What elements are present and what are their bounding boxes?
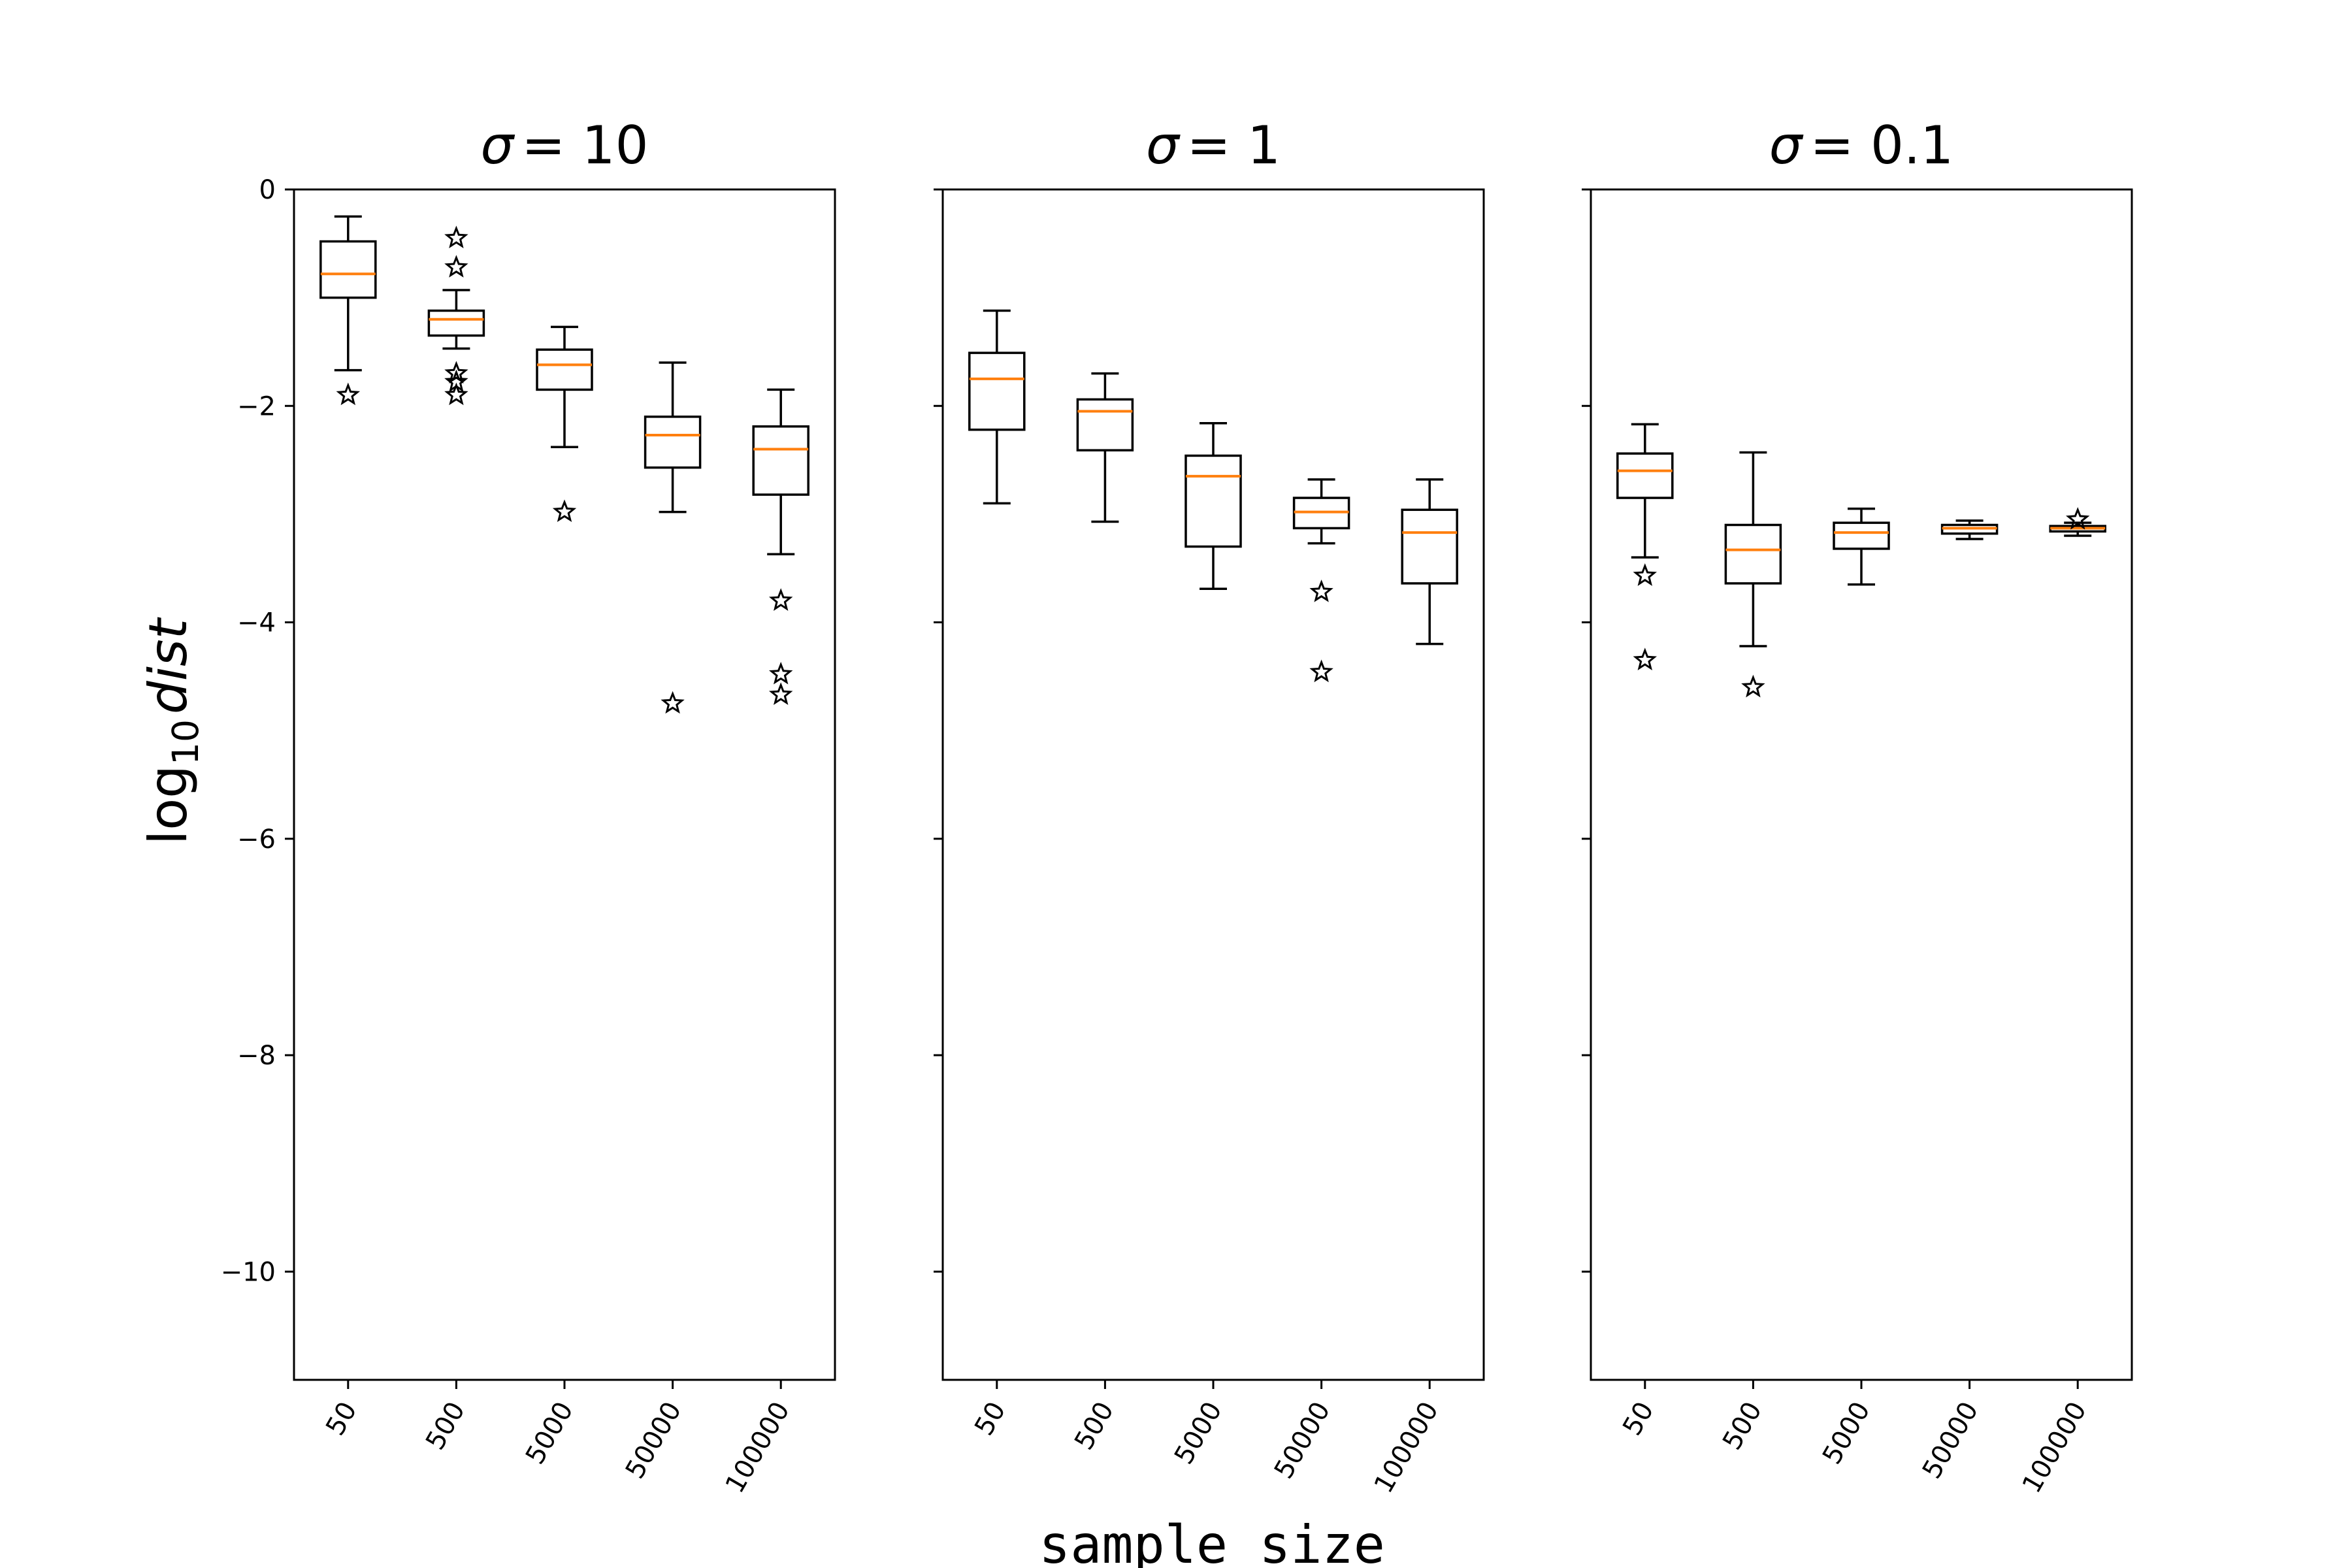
- box-5000: 5000: [1169, 422, 1242, 1469]
- box-50000: 50000: [1917, 519, 1999, 1484]
- outlier-star: [1633, 647, 1658, 671]
- box-50000: 50000: [620, 361, 702, 1484]
- plot-frame: [293, 188, 836, 1381]
- outlier-star: [444, 361, 468, 384]
- box-100000: 100000: [1369, 478, 1458, 1498]
- outlier-star: [2065, 507, 2090, 530]
- y-tick-label: −6: [237, 825, 276, 855]
- box-5000: 5000: [520, 325, 593, 1469]
- y-axis-label: log10dist: [138, 617, 206, 845]
- x-tick-label: 50: [320, 1397, 363, 1441]
- outlier-star: [1633, 563, 1658, 586]
- x-tick-label: 100000: [2017, 1397, 2093, 1498]
- y-tick-label: −8: [237, 1041, 276, 1071]
- iqr-box: [968, 351, 1026, 431]
- outlier-star: [444, 255, 468, 278]
- outlier-star: [768, 682, 793, 706]
- panel-title: σ = 0.1: [1769, 115, 1953, 176]
- y-tick-label: 0: [259, 175, 276, 205]
- panel-title-symbol: σ: [481, 115, 515, 176]
- x-tick-label: 50: [1617, 1397, 1659, 1441]
- box-500: 500: [1069, 372, 1134, 1455]
- panel-title-symbol: σ: [1146, 115, 1181, 176]
- x-tick-label: 100000: [1369, 1397, 1445, 1498]
- outlier-star: [444, 382, 468, 406]
- panel-title: σ = 1: [1146, 115, 1281, 176]
- box-50: 50: [1616, 423, 1674, 1441]
- x-tick-label: 50000: [1917, 1397, 1984, 1484]
- panel-2: σ = 1 50 500 5000 50000 100000: [934, 115, 1485, 1498]
- outlier-star: [444, 225, 468, 249]
- box-50: 50: [319, 215, 377, 1441]
- panel-title: σ = 10: [481, 115, 649, 176]
- iqr-box: [319, 240, 377, 299]
- y-tick-label: −2: [237, 391, 276, 421]
- box-5000: 5000: [1817, 507, 1890, 1469]
- x-tick-label: 100000: [720, 1397, 796, 1498]
- iqr-box: [427, 309, 485, 337]
- panel-title-value: = 1: [1187, 115, 1281, 176]
- panel-title-value: = 10: [521, 115, 648, 176]
- x-tick-label: 500: [1717, 1397, 1768, 1455]
- iqr-box: [536, 348, 593, 391]
- outlier-star: [768, 661, 793, 685]
- panel-title-value: = 0.1: [1810, 115, 1954, 176]
- x-tick-label: 50000: [1269, 1397, 1336, 1484]
- panel-title-symbol: σ: [1769, 115, 1804, 176]
- outlier-star: [1741, 674, 1765, 698]
- outlier-star: [552, 499, 577, 523]
- x-tick-label: 5000: [1817, 1397, 1876, 1469]
- box-500: 500: [420, 225, 485, 1455]
- panel-3: σ = 0.1 50 500 5000 50000 100000: [1582, 115, 2133, 1498]
- plot-frame: [1590, 188, 2133, 1381]
- outlier-star: [661, 691, 685, 714]
- iqr-box: [644, 416, 702, 469]
- x-tick-label: 50: [969, 1397, 1011, 1441]
- x-tick-label: 5000: [520, 1397, 580, 1469]
- iqr-box: [1184, 454, 1242, 548]
- outlier-star: [768, 588, 793, 611]
- iqr-box: [752, 425, 809, 496]
- outlier-star: [1309, 659, 1333, 683]
- x-tick-label: 500: [420, 1397, 471, 1455]
- x-axis-label: sample size: [1039, 1514, 1385, 1568]
- iqr-box: [1076, 398, 1134, 451]
- y-tick-label: −10: [221, 1257, 276, 1287]
- iqr-box: [1833, 521, 1890, 550]
- x-tick-label: 500: [1069, 1397, 1120, 1455]
- box-100000: 100000: [2017, 507, 2106, 1498]
- iqr-box: [1401, 508, 1458, 585]
- box-100000: 100000: [720, 388, 809, 1498]
- iqr-box: [1616, 452, 1674, 499]
- outlier-star: [1309, 580, 1333, 602]
- box-50000: 50000: [1269, 478, 1350, 1484]
- x-tick-label: 5000: [1169, 1397, 1228, 1469]
- iqr-box: [1724, 523, 1782, 585]
- outlier-star: [336, 382, 361, 406]
- box-500: 500: [1717, 451, 1782, 1455]
- y-tick-label: −4: [237, 608, 276, 638]
- x-tick-label: 50000: [620, 1397, 687, 1484]
- box-50: 50: [968, 309, 1026, 1441]
- panel-1: σ = 10 0 −2 −4 −6 −8 −10 50 500 5000 50000 100000: [221, 115, 836, 1498]
